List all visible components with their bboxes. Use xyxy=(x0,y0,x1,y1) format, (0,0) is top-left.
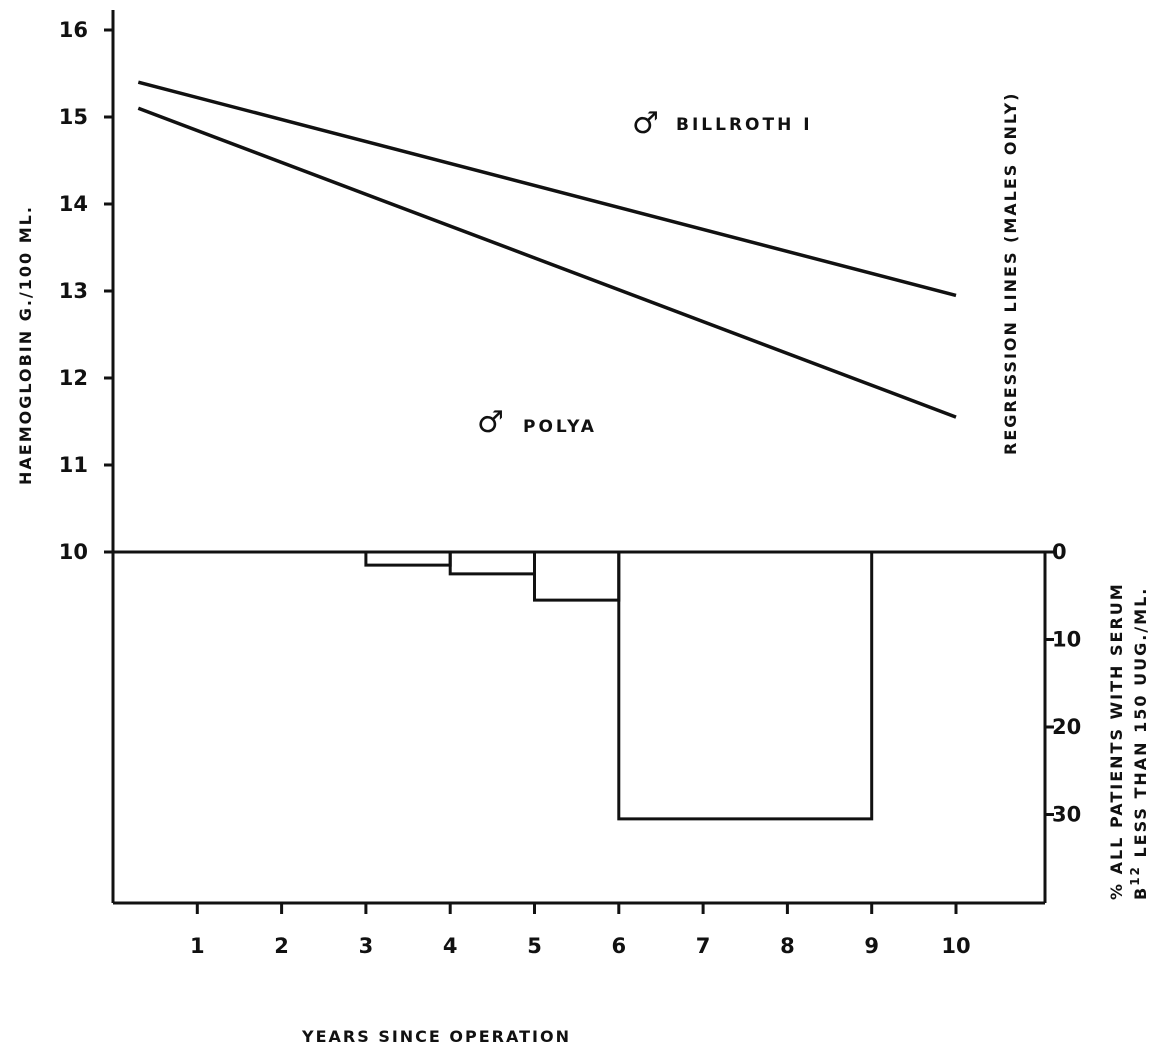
top-y-tick-label-10: 10 xyxy=(59,540,88,564)
regression-line-1 xyxy=(137,106,957,419)
y-axis-label-haemoglobin: HAEMOGLOBIN G./100 ML. xyxy=(16,205,35,485)
series-label-billroth: BILLROTH I xyxy=(676,115,813,135)
bottom-y-tick-label-10: 10 xyxy=(1052,628,1081,652)
x-tick-label-8: 8 xyxy=(780,934,795,958)
x-tick-label-4: 4 xyxy=(443,934,458,958)
bottom-y-tick-label-20: 20 xyxy=(1052,715,1081,739)
x-tick-label-9: 9 xyxy=(864,934,879,958)
x-ticks: 1 2 3 4 5 6 7 8 9 10 xyxy=(190,903,971,958)
top-y-tick-label-15: 15 xyxy=(59,105,88,129)
x-tick-label-7: 7 xyxy=(696,934,711,958)
x-tick-label-10: 10 xyxy=(941,934,970,958)
x-tick-label-1: 1 xyxy=(190,934,205,958)
top-y-tick-label-16: 16 xyxy=(59,18,88,42)
y-axis-label-b12-line2: B12 LESS THAN 150 UUG./ML. xyxy=(1128,587,1150,900)
bottom-y-ticks: 0 10 20 30 xyxy=(1045,540,1081,827)
bars xyxy=(364,552,874,821)
bar-3 xyxy=(617,552,874,821)
bottom-y-tick-label-0: 0 xyxy=(1052,540,1067,564)
top-y-tick-label-12: 12 xyxy=(59,366,88,390)
top-y-tick-label-14: 14 xyxy=(59,192,88,216)
x-tick-label-2: 2 xyxy=(274,934,289,958)
b12-superscript: 12 xyxy=(1128,865,1142,886)
y-axis-label-b12-line1: % ALL PATIENTS WITH SERUM xyxy=(1107,582,1126,900)
x-tick-label-6: 6 xyxy=(611,934,626,958)
b12-prefix: B xyxy=(1131,886,1150,900)
b12-suffix: LESS THAN 150 UUG./ML. xyxy=(1131,587,1150,865)
x-tick-label-3: 3 xyxy=(359,934,374,958)
regression-lines xyxy=(137,80,957,419)
bar-0 xyxy=(364,552,452,567)
right-label-regression: REGRESSION LINES (MALES ONLY) xyxy=(1001,92,1020,455)
bottom-y-tick-label-30: 30 xyxy=(1052,803,1081,827)
top-y-ticks: 10 11 12 13 14 15 16 xyxy=(59,18,113,564)
series-symbol-billroth: ♂ xyxy=(632,106,659,141)
series-label-polya: POLYA xyxy=(523,417,597,437)
regression-line-0 xyxy=(137,80,957,298)
top-y-tick-label-11: 11 xyxy=(59,453,88,477)
bar-1 xyxy=(448,552,536,576)
bar-2 xyxy=(533,552,621,602)
x-tick-label-5: 5 xyxy=(527,934,542,958)
top-y-tick-label-13: 13 xyxy=(59,279,88,303)
series-symbol-polya: ♂ xyxy=(477,405,504,440)
x-axis-label: YEARS SINCE OPERATION xyxy=(301,1027,571,1046)
